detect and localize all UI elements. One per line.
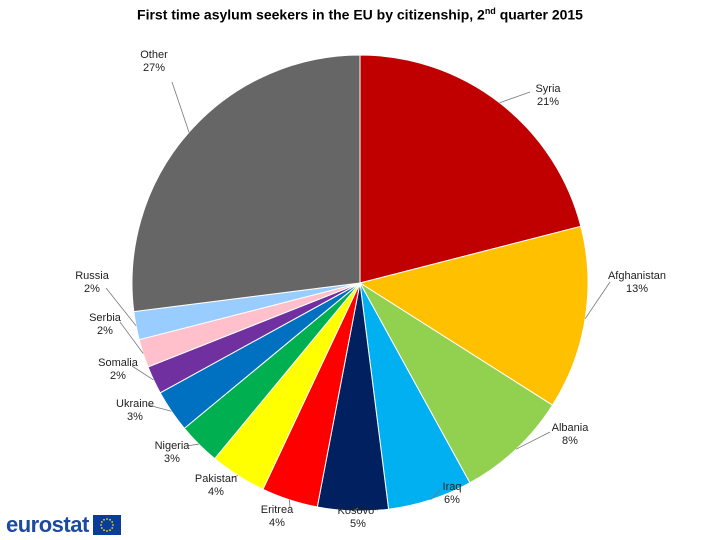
leader-line	[119, 321, 144, 354]
pie-slice-other	[131, 54, 361, 313]
slice-label-value: 2%	[97, 325, 113, 337]
eu-star-icon	[102, 529, 105, 532]
eu-star-icon	[102, 518, 105, 521]
slice-label-name: Eritrea	[261, 504, 294, 516]
slice-label-value: 27%	[143, 62, 165, 74]
leader-line	[171, 81, 190, 133]
eu-star-icon	[99, 524, 102, 526]
leader-line	[105, 287, 137, 326]
slice-label-name: Afghanistan	[608, 270, 666, 282]
leader-line	[430, 489, 441, 501]
chart-title: First time asylum seekers in the EU by c…	[0, 6, 720, 23]
eu-star-icon	[111, 527, 113, 529]
eurostat-logo: eurostat	[6, 512, 121, 537]
eu-star-icon	[100, 521, 103, 523]
slice-label-value: 8%	[562, 435, 578, 447]
eu-flag-icon	[92, 515, 121, 535]
slice-label-value: 13%	[626, 283, 648, 295]
leader-line	[185, 443, 199, 447]
slice-label-value: 6%	[444, 494, 460, 506]
pie-slice-afghanistan	[358, 225, 589, 406]
slice-label-name: Other	[140, 49, 168, 61]
leader-line	[584, 281, 611, 319]
slice-label-name: Albania	[552, 422, 590, 434]
eu-star-icon	[111, 521, 113, 523]
slice-label-value: 5%	[350, 518, 366, 530]
chart-title-main: First time asylum seekers in the EU by c…	[137, 6, 485, 23]
eu-star-icon	[105, 530, 108, 532]
slice-label-name: Kosovo*	[338, 505, 380, 517]
slice-label-name: Ukraine	[116, 398, 154, 410]
label-leader-lines	[105, 81, 611, 512]
slice-label-value: 4%	[208, 486, 224, 498]
leader-line	[289, 499, 291, 509]
slice-label-name: Serbia	[89, 312, 122, 324]
slice-label-value: 21%	[537, 96, 559, 108]
slice-label-name: Russia	[75, 270, 110, 282]
chart-title-sup: nd	[484, 6, 496, 16]
eu-star-icon	[108, 518, 111, 521]
slice-label-value: 3%	[127, 411, 143, 423]
leader-line	[131, 365, 154, 381]
eu-star-icon	[111, 524, 114, 526]
eurostat-logo-text: eurostat	[6, 512, 89, 537]
leader-line	[499, 91, 531, 104]
leader-line	[515, 431, 551, 450]
slice-label-name: Syria	[535, 83, 561, 95]
pie-slices	[131, 54, 589, 512]
eu-star-icon	[105, 518, 108, 520]
slice-label-name: Nigeria	[155, 440, 191, 452]
eu-star-icon	[108, 529, 111, 532]
slice-label-value: 2%	[84, 283, 100, 295]
leader-line	[352, 507, 359, 512]
slice-label-name: Somalia	[98, 357, 139, 369]
slice-label-name: Iraq	[443, 481, 462, 493]
chart-title-end: quarter 2015	[495, 6, 583, 23]
slice-label-value: 4%	[269, 517, 285, 529]
slice-label-name: Pakistan	[195, 473, 237, 485]
slice-label-value: 3%	[164, 453, 180, 465]
pie-slice-albania	[359, 282, 554, 484]
eu-star-icon	[100, 527, 103, 529]
slice-label-value: 2%	[110, 370, 126, 382]
leader-line	[231, 475, 238, 479]
leader-line	[147, 404, 172, 412]
